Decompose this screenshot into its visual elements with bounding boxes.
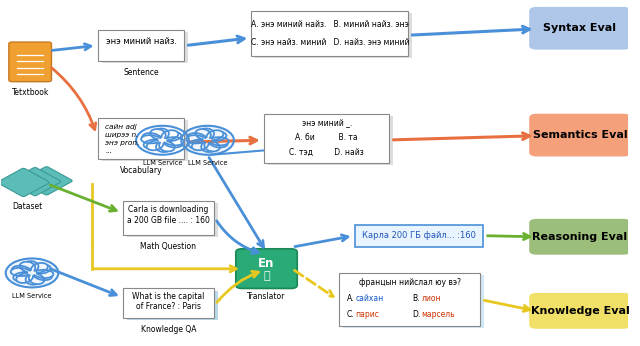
Bar (102, 120, 188, 161)
Circle shape (136, 126, 189, 155)
FancyBboxPatch shape (529, 114, 631, 156)
Text: Reasoning Eval: Reasoning Eval (532, 232, 628, 242)
Text: En: En (259, 257, 275, 270)
Text: Sentence: Sentence (124, 68, 159, 77)
Circle shape (6, 258, 58, 288)
Bar (355, 225, 483, 247)
Bar (123, 201, 214, 235)
Text: Carla is downloading
a 200 GB file .... : 160: Carla is downloading a 200 GB file .... … (127, 205, 210, 225)
Text: Tetxtbook: Tetxtbook (12, 88, 49, 97)
Text: LLM Service: LLM Service (143, 160, 182, 166)
Text: LLM Service: LLM Service (12, 293, 52, 299)
Text: Syntax Eval: Syntax Eval (543, 23, 616, 33)
Bar (127, 203, 218, 237)
Bar (268, 117, 393, 165)
Text: В.: В. (413, 294, 420, 303)
Text: А.: А. (347, 294, 355, 303)
Text: Knowledge Eval: Knowledge Eval (531, 306, 629, 316)
Text: Semantics Eval: Semantics Eval (532, 130, 627, 140)
Text: лион: лион (421, 294, 441, 303)
Text: Knowledge QA: Knowledge QA (141, 325, 196, 334)
Bar (102, 32, 188, 63)
FancyBboxPatch shape (529, 219, 631, 255)
Text: What is the capital
of France? : Paris: What is the capital of France? : Paris (132, 292, 205, 311)
Text: С.: С. (347, 310, 355, 319)
Text: Translator: Translator (247, 292, 285, 301)
Bar (343, 275, 484, 328)
Text: 译: 译 (263, 271, 270, 281)
Bar (98, 30, 184, 61)
Text: сайн adj
ширээ n.
энэ pron.
...: сайн adj ширээ n. энэ pron. ... (106, 124, 140, 154)
FancyBboxPatch shape (21, 167, 72, 195)
Text: энэ миний найз.: энэ миний найз. (106, 37, 177, 46)
Text: Карла 200 ГБ файл... :160: Карла 200 ГБ файл... :160 (362, 231, 476, 240)
FancyBboxPatch shape (9, 42, 51, 82)
Text: Dataset: Dataset (12, 202, 42, 211)
Bar (98, 118, 184, 159)
Text: D.: D. (413, 310, 421, 319)
Bar (255, 13, 412, 58)
FancyBboxPatch shape (236, 249, 297, 289)
Text: LLM Service: LLM Service (188, 160, 227, 166)
Bar (123, 289, 214, 318)
Text: А. энэ миний найз.   В. миний найз. энэ: А. энэ миний найз. В. миний найз. энэ (251, 20, 409, 29)
Text: Math Question: Math Question (140, 242, 196, 251)
Text: сайхан: сайхан (356, 294, 384, 303)
FancyBboxPatch shape (0, 168, 49, 197)
FancyBboxPatch shape (529, 293, 631, 329)
Bar (127, 291, 218, 320)
Text: марсель: марсель (421, 310, 455, 319)
Bar (264, 115, 389, 163)
FancyBboxPatch shape (529, 7, 631, 49)
Text: парис: парис (356, 310, 380, 319)
Circle shape (181, 126, 234, 155)
Bar (252, 11, 408, 56)
Text: францын нийслал юу вэ?: францын нийслал юу вэ? (359, 279, 461, 288)
Text: С. энэ найз. миний   D. найз. энэ миний: С. энэ найз. миний D. найз. энэ миний (251, 38, 409, 47)
Bar (339, 273, 480, 326)
Text: Vocabulary: Vocabulary (120, 166, 163, 175)
FancyBboxPatch shape (10, 167, 61, 196)
Text: С. тэд         D. найз: С. тэд D. найз (289, 147, 364, 156)
Text: энэ миний _.: энэ миний _. (301, 119, 352, 128)
Text: А. би          В. та: А. би В. та (296, 133, 358, 142)
